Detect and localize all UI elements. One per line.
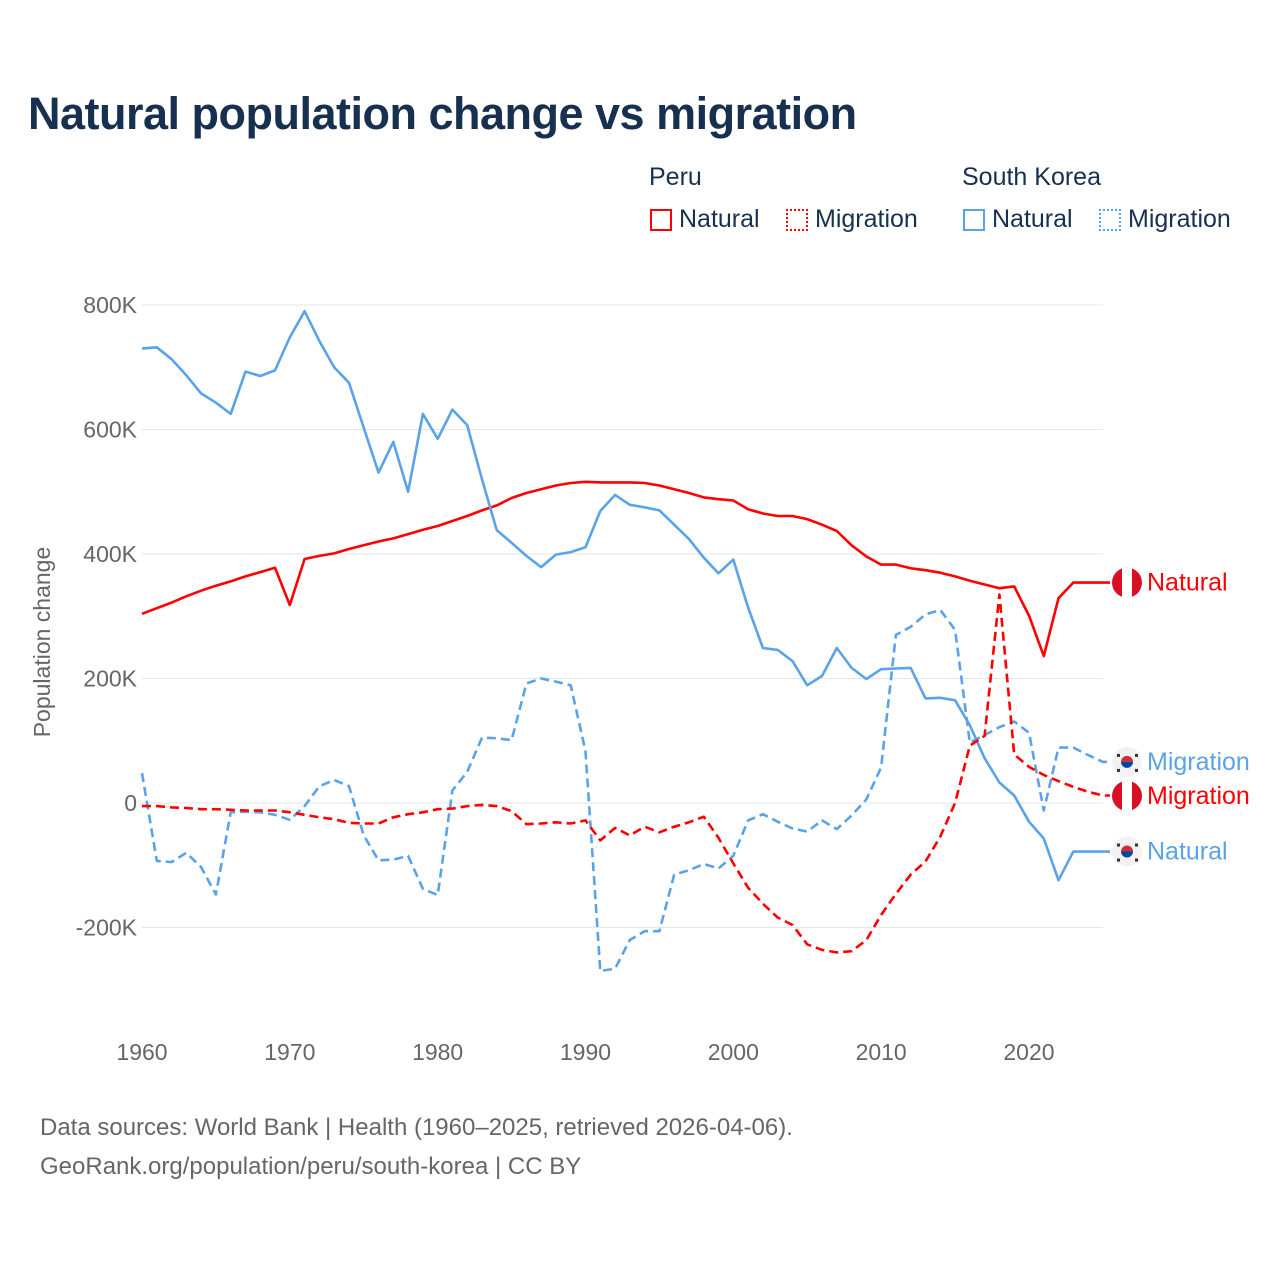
attribution-link[interactable]: GeoRank.org/population/peru/south-korea … bbox=[40, 1153, 582, 1180]
legend-group-peru: Peru bbox=[649, 163, 702, 191]
end-label-text: Natural bbox=[1147, 838, 1228, 866]
solid-line-swatch-icon bbox=[650, 208, 672, 231]
series-line-south-korea-natural bbox=[141, 309, 1110, 882]
legend-south-korea-migration[interactable]: Migration bbox=[1099, 205, 1231, 234]
end-label-text: Migration bbox=[1147, 748, 1250, 776]
y-tick-label: 800K bbox=[83, 292, 137, 318]
peru-flag-stripe bbox=[1122, 780, 1132, 811]
x-tick-label: 1960 bbox=[116, 1039, 167, 1065]
trigram bbox=[1117, 753, 1120, 757]
data-source-note: Data sources: World Bank | Health (1960–… bbox=[40, 1114, 793, 1141]
trigram bbox=[1135, 768, 1138, 772]
legend-south-korea-natural[interactable]: Natural bbox=[963, 205, 1073, 234]
series-line-peru-migration bbox=[142, 593, 1110, 954]
dotted-line-swatch-icon bbox=[1099, 208, 1121, 231]
y-tick-label: -200K bbox=[76, 915, 138, 941]
series-line-south-korea-migration bbox=[140, 608, 1110, 973]
end-label-south-korea-migration: Migration bbox=[1112, 746, 1250, 777]
legend-label: Natural bbox=[679, 205, 760, 233]
taeguk-red bbox=[1121, 845, 1133, 852]
legend-peru-migration[interactable]: Migration bbox=[786, 205, 918, 234]
x-tick-label: 1990 bbox=[560, 1039, 611, 1065]
trigram bbox=[1117, 858, 1120, 862]
taeguk-blue bbox=[1121, 761, 1133, 768]
trigram bbox=[1135, 858, 1138, 862]
y-tick-label: 200K bbox=[83, 666, 137, 692]
trigram bbox=[1135, 753, 1138, 757]
legend-peru-natural[interactable]: Natural bbox=[650, 205, 760, 234]
trigram bbox=[1135, 843, 1138, 847]
end-label-text: Natural bbox=[1147, 569, 1228, 597]
peru-flag-stripe bbox=[1122, 567, 1132, 598]
legend-label: Migration bbox=[1128, 205, 1231, 233]
y-tick-label: 400K bbox=[83, 541, 137, 567]
x-tick-label: 2000 bbox=[708, 1039, 759, 1065]
taeguk-blue bbox=[1121, 851, 1133, 858]
footer: Data sources: World Bank | Health (1960–… bbox=[40, 1108, 793, 1186]
end-label-peru-migration: Migration bbox=[1112, 780, 1250, 811]
x-tick-label: 2020 bbox=[1003, 1039, 1054, 1065]
chart-title: Natural population change vs migration bbox=[28, 88, 857, 139]
end-label-south-korea-natural: Natural bbox=[1112, 836, 1228, 867]
end-label-text: Migration bbox=[1147, 782, 1250, 810]
y-tick-label: 600K bbox=[83, 417, 137, 443]
y-tick-label: 0 bbox=[124, 790, 137, 816]
x-tick-label: 1980 bbox=[412, 1039, 463, 1065]
trigram bbox=[1117, 843, 1120, 847]
legend-label: Natural bbox=[992, 205, 1073, 233]
y-axis-label: Population change bbox=[29, 547, 55, 738]
solid-line-swatch-icon bbox=[963, 208, 985, 231]
x-tick-label: 1970 bbox=[264, 1039, 315, 1065]
end-label-peru-natural: Natural bbox=[1112, 567, 1228, 598]
legend-label: Migration bbox=[815, 205, 918, 233]
taeguk-red bbox=[1121, 755, 1133, 762]
legend-group-south-korea: South Korea bbox=[962, 163, 1101, 191]
trigram bbox=[1117, 768, 1120, 772]
dotted-line-swatch-icon bbox=[786, 208, 808, 231]
series-line-peru-natural bbox=[141, 480, 1110, 658]
x-tick-label: 2010 bbox=[856, 1039, 907, 1065]
